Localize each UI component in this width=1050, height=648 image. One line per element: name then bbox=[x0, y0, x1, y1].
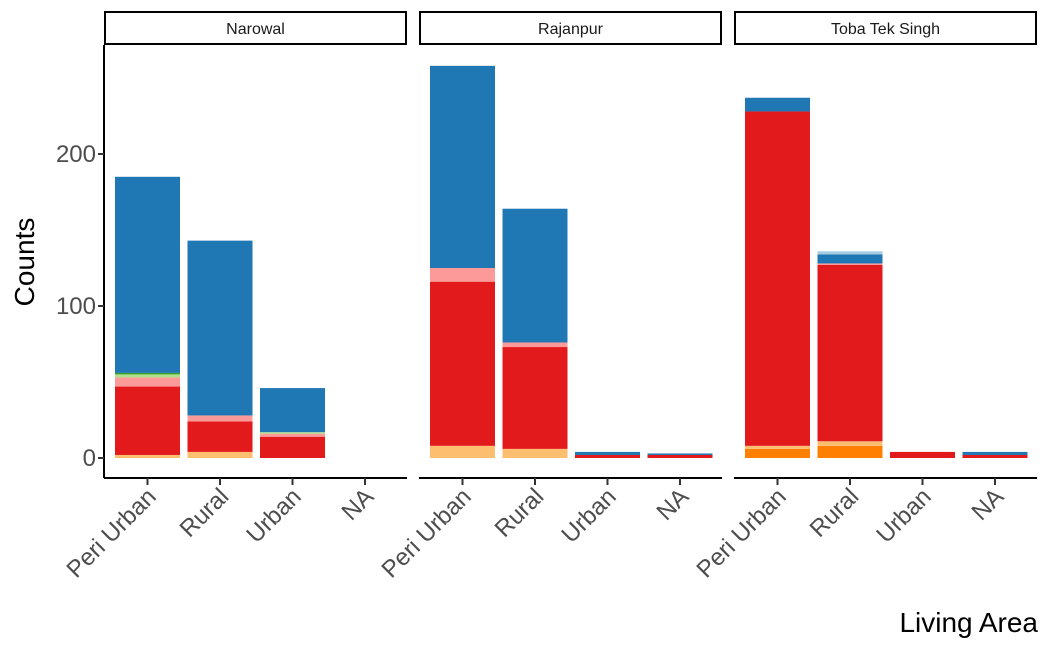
x-tick-label: Urban bbox=[871, 483, 936, 548]
y-tick-label: 200 bbox=[56, 141, 96, 168]
y-axis-title: Counts bbox=[9, 218, 40, 307]
facet-strip-label: Rajanpur bbox=[538, 21, 604, 38]
bar-segment bbox=[430, 65, 495, 268]
bar-segment bbox=[430, 281, 495, 446]
bar-segment bbox=[187, 415, 253, 422]
bar-segment bbox=[647, 453, 713, 455]
facet-strip bbox=[734, 11, 1037, 45]
x-tick-label: Peri Urban bbox=[62, 483, 162, 583]
bar-segment bbox=[817, 254, 883, 264]
bar-segment bbox=[502, 347, 568, 449]
bar-segment bbox=[745, 448, 810, 458]
y-tick-label: 100 bbox=[56, 293, 96, 320]
bar-segment bbox=[962, 454, 1028, 458]
facet-strip-label: Narowal bbox=[226, 21, 285, 38]
bar-segment bbox=[817, 441, 883, 446]
x-tick-label: NA bbox=[337, 483, 380, 526]
bar-segment bbox=[817, 251, 883, 255]
bar-segment bbox=[745, 445, 810, 449]
x-tick-label: Urban bbox=[241, 483, 306, 548]
panel-narowal: Narowal Peri Urban Rural Urban NA 0 100 200 bbox=[56, 11, 407, 583]
y-tick-label: 0 bbox=[83, 445, 96, 472]
bar-segment bbox=[962, 451, 1028, 455]
bar-segment bbox=[817, 263, 883, 265]
bar-segment bbox=[115, 377, 180, 387]
bar-segment bbox=[647, 454, 713, 458]
bar-segment bbox=[890, 451, 955, 458]
panel-toba-tek-singh: Toba Tek Singh Peri Urban Rural Urban NA bbox=[692, 11, 1037, 583]
bar-segment bbox=[502, 208, 568, 343]
bar-segment bbox=[187, 240, 253, 416]
bar-segment bbox=[187, 421, 253, 452]
facet-strip bbox=[104, 11, 407, 45]
bar-segment bbox=[115, 386, 180, 455]
x-tick-label: Urban bbox=[556, 483, 621, 548]
x-tick-label: Peri Urban bbox=[377, 483, 477, 583]
bar-segment bbox=[817, 445, 883, 458]
bar-segment bbox=[745, 111, 810, 446]
x-tick-label: NA bbox=[967, 483, 1010, 526]
bar-segment bbox=[502, 342, 568, 348]
bar-segment bbox=[502, 448, 568, 458]
bar-segment bbox=[260, 433, 325, 437]
panel-rajanpur: Rajanpur Peri Urban Rural Urban NA bbox=[377, 11, 722, 583]
bar-segment bbox=[817, 264, 883, 442]
bar-segment bbox=[260, 436, 325, 458]
bar-segment bbox=[115, 374, 180, 378]
x-tick-label: Peri Urban bbox=[692, 483, 792, 583]
bar-segment bbox=[187, 451, 253, 458]
x-tick-label: Rural bbox=[175, 483, 235, 543]
x-tick-label: Rural bbox=[490, 483, 550, 543]
bar-segment bbox=[115, 454, 180, 458]
bar-segment bbox=[430, 445, 495, 458]
x-tick-label: Rural bbox=[805, 483, 865, 543]
x-axis-title: Living Area bbox=[899, 607, 1038, 638]
bar-segment bbox=[745, 97, 810, 112]
x-tick-label: NA bbox=[652, 483, 695, 526]
bar-segment bbox=[260, 388, 325, 433]
bar-segment bbox=[430, 268, 495, 282]
bar-segment bbox=[575, 451, 640, 455]
bar-segment bbox=[575, 454, 640, 458]
bar-segment bbox=[115, 372, 180, 375]
bar-segment bbox=[115, 176, 180, 373]
bar-segment bbox=[260, 432, 325, 434]
facet-strip bbox=[419, 11, 722, 45]
facet-strip-label: Toba Tek Singh bbox=[831, 21, 940, 38]
